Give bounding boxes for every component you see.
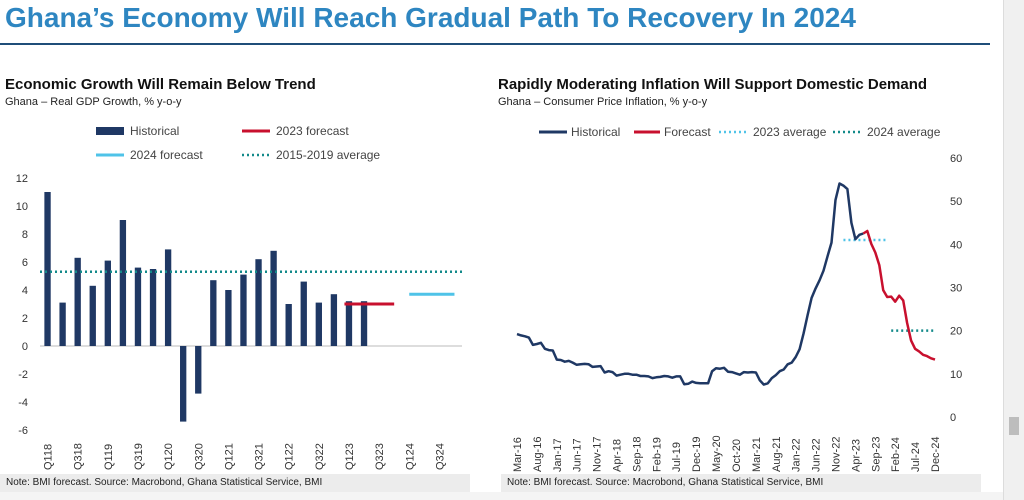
x-tick-label: Q318	[73, 443, 85, 470]
y-tick-label: 2	[22, 313, 28, 325]
bar-Q320	[195, 346, 202, 394]
y-tick-label: -4	[18, 397, 28, 409]
vertical-scrollbar[interactable]	[1003, 0, 1024, 500]
x-tick-label: Jan-17	[552, 438, 564, 472]
bar-Q221	[240, 274, 247, 346]
bar-Q319	[134, 267, 142, 346]
bar-Q119	[104, 260, 111, 346]
bar-Q122	[285, 304, 292, 346]
legend-label-historical: Historical	[571, 125, 620, 139]
inflation-chart-title: Rapidly Moderating Inflation Will Suppor…	[498, 76, 928, 93]
y-tick-label: 10	[950, 369, 962, 381]
y-tick-label: 20	[950, 326, 962, 338]
y-tick-label: 0	[950, 412, 956, 424]
gdp-chart-subtitle: Ghana – Real GDP Growth, % y-o-y	[5, 96, 182, 108]
x-tick-label: May-20	[711, 435, 723, 472]
legend-swatch-historical	[96, 127, 124, 135]
x-tick-label: Dec-24	[930, 437, 942, 472]
scrollbar-thumb[interactable]	[1009, 417, 1019, 435]
x-tick-label: Sep-18	[631, 437, 643, 472]
x-tick-label: Jul-19	[671, 442, 683, 472]
inflation-chart-footer: Note: BMI forecast. Source: Macrobond, G…	[501, 474, 981, 492]
inflation-chart-subtitle: Ghana – Consumer Price Inflation, % y-o-…	[498, 96, 708, 108]
x-tick-label: Q121	[223, 443, 235, 470]
bar-Q118	[44, 192, 51, 346]
x-tick-label: Feb-19	[651, 437, 663, 472]
x-tick-label: Aug-21	[771, 437, 783, 472]
bar-Q321	[255, 259, 262, 346]
legend-label-2023-forecast: 2023 forecast	[276, 124, 349, 138]
y-tick-label: 10	[16, 201, 28, 213]
bar-Q421	[270, 250, 277, 346]
x-tick-label: Q320	[193, 443, 205, 470]
gdp-chart-footer: Note: BMI forecast. Source: Macrobond, G…	[0, 474, 470, 492]
x-tick-label: Mar-16	[512, 437, 524, 472]
x-tick-label: Oct-20	[731, 439, 743, 472]
y-tick-label: 6	[22, 257, 28, 269]
bar-Q222	[300, 281, 307, 346]
x-tick-label: Apr-23	[850, 439, 862, 472]
legend-label-2024-forecast: 2024 forecast	[130, 148, 203, 162]
legend-label-forecast: Forecast	[664, 125, 711, 139]
y-tick-label: 4	[22, 285, 28, 297]
x-tick-label: Jun-22	[811, 438, 823, 472]
x-tick-label: Feb-24	[890, 437, 902, 472]
bar-Q220	[180, 346, 187, 422]
bar-Q223	[360, 301, 368, 346]
x-tick-label: Nov-17	[592, 437, 604, 472]
bar-Q120	[164, 249, 172, 346]
bar-Q123	[345, 301, 353, 346]
historical-line	[516, 182, 864, 386]
legend-label-2024-average: 2024 average	[867, 125, 941, 139]
bar-Q322	[315, 302, 322, 346]
horizontal-scrollbar[interactable]	[0, 492, 1003, 500]
bar-Q219	[119, 220, 127, 346]
y-tick-label: 60	[950, 153, 962, 165]
bar-Q422	[330, 294, 338, 346]
x-tick-label: Q323	[374, 443, 386, 470]
y-tick-label: 50	[950, 196, 962, 208]
x-tick-label: Q322	[314, 443, 326, 470]
x-tick-label: Nov-22	[830, 437, 842, 472]
x-tick-label: Q319	[133, 443, 145, 470]
legend-label-historical: Historical	[130, 124, 179, 138]
y-tick-label: 30	[950, 283, 962, 295]
x-tick-label: Q324	[434, 443, 446, 470]
x-tick-label: Apr-18	[612, 439, 624, 472]
gdp-growth-chart: Historical 2023 forecast 2024 forecast 2015…	[16, 124, 462, 470]
bar-Q418	[89, 285, 96, 346]
forecast-line	[862, 229, 936, 361]
bar-Q420	[210, 280, 217, 346]
y-tick-label: -2	[18, 369, 28, 381]
title-rule	[0, 43, 990, 45]
x-tick-label: Sep-23	[870, 437, 882, 472]
x-tick-label: Dec-19	[691, 437, 703, 472]
legend-label-2023-average: 2023 average	[753, 125, 827, 139]
x-tick-label: Q124	[404, 443, 416, 470]
y-tick-label: 0	[22, 341, 28, 353]
bar-Q121	[225, 290, 232, 346]
legend-label-2015-2019-average: 2015-2019 average	[276, 148, 380, 162]
x-tick-label: Q321	[254, 443, 266, 470]
x-tick-label: Mar-21	[751, 437, 763, 472]
x-tick-label: Q120	[163, 443, 175, 470]
y-tick-label: 12	[16, 173, 28, 185]
bar-Q419	[149, 269, 157, 346]
x-tick-label: Q122	[284, 443, 296, 470]
y-tick-label: 40	[950, 239, 962, 251]
x-tick-label: Q118	[43, 444, 55, 470]
x-tick-label: Jun-17	[572, 438, 584, 472]
gdp-chart-title: Economic Growth Will Remain Below Trend	[5, 76, 316, 93]
y-tick-label: 8	[22, 229, 28, 241]
inflation-chart: Historical Forecast 2023 average 2024 avera…	[512, 125, 962, 472]
page-title: Ghana’s Economy Will Reach Gradual Path …	[5, 2, 856, 33]
x-tick-label: Jul-24	[910, 442, 922, 472]
y-tick-label: -6	[18, 425, 28, 437]
x-tick-label: Jan-22	[791, 438, 803, 472]
x-tick-label: Q123	[344, 443, 356, 470]
x-tick-label: Aug-16	[532, 437, 544, 472]
bar-Q318	[74, 257, 81, 346]
x-tick-label: Q119	[103, 444, 115, 470]
bar-Q218	[59, 302, 66, 346]
